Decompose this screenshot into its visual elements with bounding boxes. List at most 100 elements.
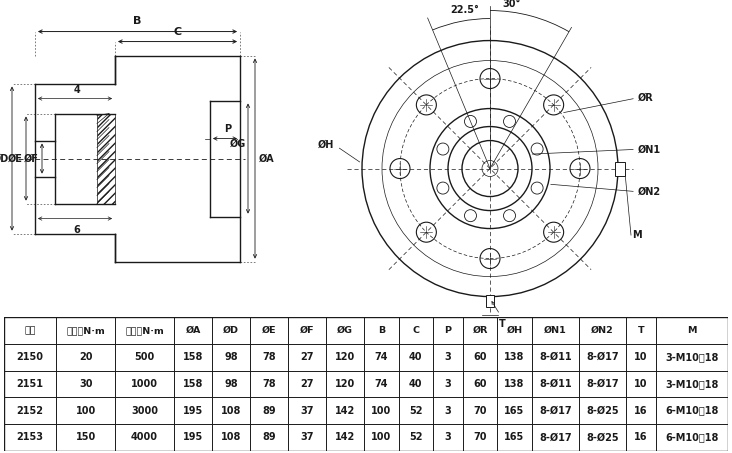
Text: ØH: ØH (318, 140, 334, 149)
Text: 120: 120 (335, 352, 355, 362)
Bar (97, 114, 115, 203)
Text: 195: 195 (183, 432, 203, 443)
Bar (486, 294, 494, 307)
Text: ØD: ØD (223, 326, 239, 335)
Text: 8-Ø17: 8-Ø17 (539, 432, 572, 443)
Text: 158: 158 (183, 379, 203, 389)
Text: M: M (687, 326, 697, 335)
Text: B: B (378, 326, 385, 335)
Text: 165: 165 (504, 405, 525, 416)
Text: 60: 60 (474, 352, 487, 362)
Text: 3-M10深18: 3-M10深18 (665, 379, 719, 389)
Text: 16: 16 (634, 405, 648, 416)
Text: C: C (173, 27, 182, 37)
Text: 165: 165 (504, 432, 525, 443)
Text: 8-Ø17: 8-Ø17 (586, 379, 619, 389)
Text: ØR: ØR (638, 93, 654, 103)
Text: 100: 100 (75, 405, 96, 416)
Text: 89: 89 (262, 432, 276, 443)
Text: 小量程N·m: 小量程N·m (67, 326, 105, 335)
Text: ØA: ØA (185, 326, 201, 335)
Text: 40: 40 (409, 379, 422, 389)
Text: 142: 142 (335, 432, 355, 443)
Text: 27: 27 (300, 379, 314, 389)
Text: 大量程N·m: 大量程N·m (125, 326, 164, 335)
Text: 138: 138 (504, 379, 525, 389)
Text: 3000: 3000 (131, 405, 158, 416)
Text: ØG: ØG (230, 139, 246, 149)
Text: ØF: ØF (300, 326, 315, 335)
Text: 37: 37 (300, 405, 314, 416)
Text: 98: 98 (224, 352, 238, 362)
Text: 500: 500 (135, 352, 154, 362)
Text: T: T (498, 318, 505, 328)
Text: 60: 60 (474, 379, 487, 389)
Text: 3: 3 (444, 379, 452, 389)
Text: 142: 142 (335, 405, 355, 416)
Text: 40: 40 (409, 352, 422, 362)
Text: 4: 4 (74, 85, 81, 95)
Text: 3: 3 (444, 405, 452, 416)
Text: ØG: ØG (337, 326, 353, 335)
Text: 3: 3 (444, 352, 452, 362)
Text: 30: 30 (79, 379, 92, 389)
Text: 6-M10深18: 6-M10深18 (665, 405, 719, 416)
Text: B: B (133, 15, 142, 25)
Text: 4000: 4000 (131, 432, 158, 443)
Text: 138: 138 (504, 352, 525, 362)
Text: 8-Ø11: 8-Ø11 (539, 379, 572, 389)
Text: 2152: 2152 (16, 405, 43, 416)
Text: 8-Ø25: 8-Ø25 (586, 405, 619, 416)
Text: 78: 78 (262, 379, 276, 389)
Text: 8-Ø11: 8-Ø11 (539, 352, 572, 362)
Text: ØN2: ØN2 (638, 187, 661, 197)
Text: ØH: ØH (507, 326, 523, 335)
Text: 6-M10深18: 6-M10深18 (665, 432, 719, 443)
Text: 37: 37 (300, 432, 314, 443)
Bar (615, 162, 625, 176)
Text: ØD: ØD (0, 154, 9, 164)
Text: ØF: ØF (24, 154, 39, 164)
Text: ØN1: ØN1 (638, 145, 661, 154)
Text: 52: 52 (409, 405, 422, 416)
Text: 158: 158 (183, 352, 203, 362)
Text: 8-Ø17: 8-Ø17 (586, 352, 619, 362)
Text: 10: 10 (634, 352, 648, 362)
Text: ØN1: ØN1 (544, 326, 567, 335)
Text: 30°: 30° (503, 0, 521, 9)
Text: 3-M10深18: 3-M10深18 (665, 352, 719, 362)
Text: C: C (412, 326, 419, 335)
Text: T: T (638, 326, 644, 335)
Text: 6: 6 (74, 225, 81, 235)
Text: 2151: 2151 (16, 379, 43, 389)
Text: ØA: ØA (259, 154, 274, 164)
Text: 8-Ø17: 8-Ø17 (539, 405, 572, 416)
Text: 22.5°: 22.5° (451, 5, 479, 14)
Text: M: M (632, 230, 642, 240)
Text: 108: 108 (221, 432, 242, 443)
Text: 16: 16 (634, 432, 648, 443)
Text: 52: 52 (409, 432, 422, 443)
Text: 型号: 型号 (24, 326, 36, 335)
Text: ØR: ØR (472, 326, 488, 335)
Text: 100: 100 (371, 405, 392, 416)
Text: 27: 27 (300, 352, 314, 362)
Text: 2153: 2153 (16, 432, 43, 443)
Text: 108: 108 (221, 405, 242, 416)
Text: 74: 74 (375, 352, 388, 362)
Text: 70: 70 (474, 432, 487, 443)
Text: 98: 98 (224, 379, 238, 389)
Text: 3: 3 (444, 432, 452, 443)
Text: P: P (444, 326, 452, 335)
Text: 195: 195 (183, 405, 203, 416)
Text: ØE: ØE (8, 154, 23, 164)
Text: 78: 78 (262, 352, 276, 362)
Text: 89: 89 (262, 405, 276, 416)
Text: 74: 74 (375, 379, 388, 389)
Text: 2150: 2150 (16, 352, 43, 362)
Text: 70: 70 (474, 405, 487, 416)
Text: 120: 120 (335, 379, 355, 389)
Text: 10: 10 (634, 379, 648, 389)
Text: 1000: 1000 (131, 379, 158, 389)
Text: 100: 100 (371, 432, 392, 443)
